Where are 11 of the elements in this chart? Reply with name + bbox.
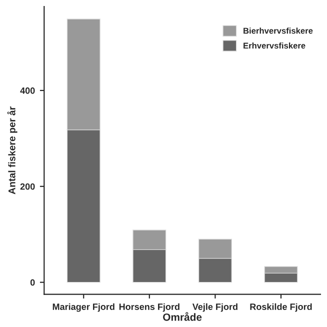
x-tick-label: Vejle Fjord (192, 303, 238, 312)
y-axis-title: Antal fiskere per år (7, 106, 18, 194)
x-tick-label: Roskilde Fjord (250, 303, 312, 312)
y-tick-label: 400 (20, 87, 35, 94)
y-tick-label: 0 (30, 279, 35, 286)
x-tick-label: Horsens Fjord (119, 303, 180, 312)
x-axis-title: Område (163, 312, 202, 321)
x-tick-label: Mariager Fjord (52, 303, 114, 312)
y-tick-label: 200 (20, 183, 35, 190)
legend-label: Bierhvervsfiskere (244, 28, 313, 34)
legend-label: Erhvervsfiskere (244, 42, 306, 49)
